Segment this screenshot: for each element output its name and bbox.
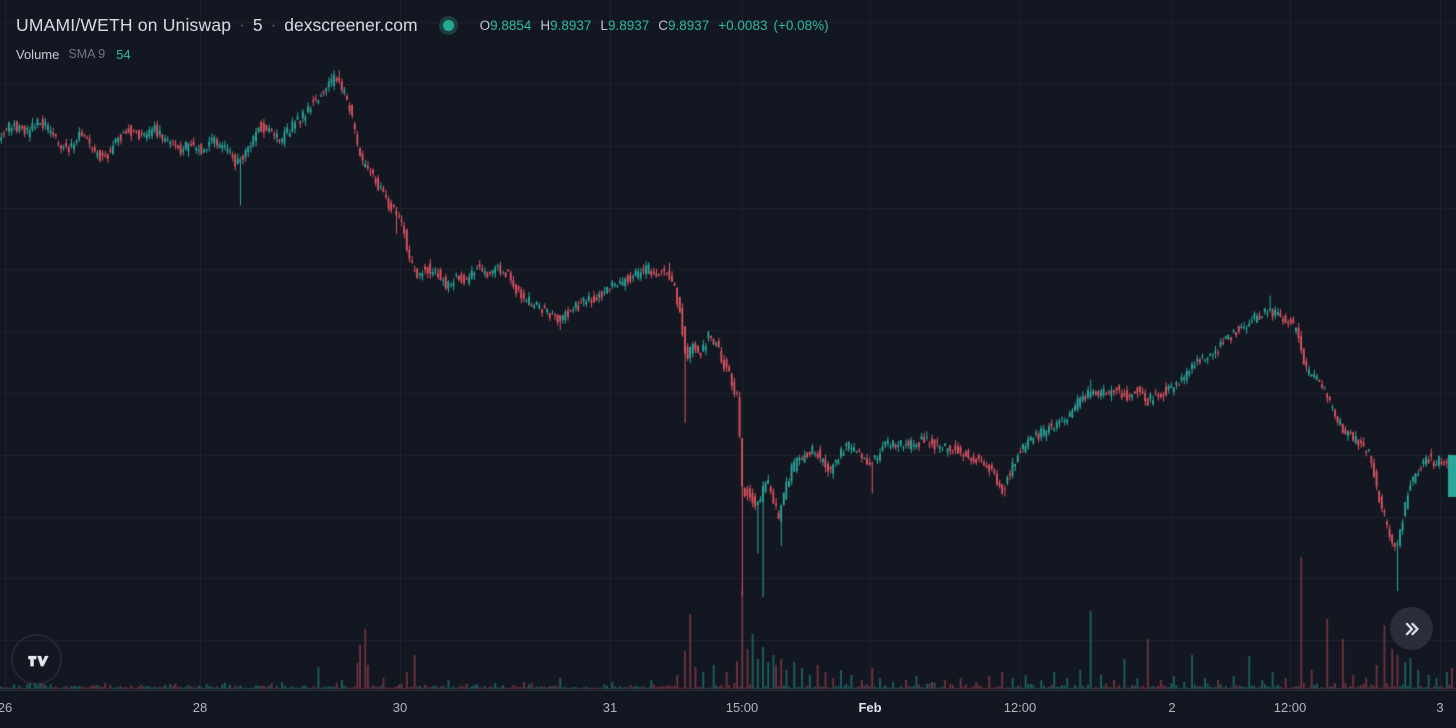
high-label: H <box>540 17 551 33</box>
time-axis-label: 2 <box>1168 700 1176 715</box>
symbol-title[interactable]: UMAMI/WETH on Uniswap <box>16 14 232 35</box>
time-axis-label: 12:00 <box>1003 700 1037 715</box>
ohlc-values: O9.8854 H9.8937 L9.8937 C9.8937 +0.0083 … <box>480 18 835 33</box>
time-axis-label: Feb <box>858 700 882 715</box>
time-axis-label: 28 <box>192 700 208 715</box>
time-axis-label: 3 <box>1436 700 1444 715</box>
close-value: 9.8937 <box>667 17 710 33</box>
volume-sma-label: SMA 9 <box>68 47 106 61</box>
interval-value[interactable]: 5 <box>252 14 263 35</box>
open-value: 9.8854 <box>490 17 532 33</box>
volume-label[interactable]: Volume <box>16 46 60 62</box>
market-status-dot-icon <box>438 15 458 35</box>
low-label: L <box>600 17 608 33</box>
high-value: 9.8937 <box>550 17 592 33</box>
symbol-legend-row: UMAMI/WETH on Uniswap · 5 · dexscreener.… <box>16 10 835 40</box>
volume-legend-row: Volume SMA 9 54 <box>16 44 835 64</box>
scroll-to-realtime-button[interactable] <box>1390 607 1433 650</box>
time-axis-label: 12:00 <box>1273 700 1307 715</box>
tradingview-logo[interactable] <box>11 634 62 685</box>
double-chevron-right-icon <box>1405 622 1419 635</box>
market-status-dot-core <box>442 19 454 31</box>
time-axis-label: 31 <box>602 700 618 715</box>
volume-sma-value: 54 <box>116 46 131 62</box>
time-axis-label: 30 <box>392 700 408 715</box>
open-label: O <box>479 17 491 33</box>
time-axis-label: 15:00 <box>725 700 759 715</box>
time-axis-label: 26 <box>0 700 13 715</box>
low-value: 9.8937 <box>607 17 650 33</box>
tradingview-logo-icon <box>27 655 49 666</box>
legend-separator: · <box>270 15 277 34</box>
chart-legend: UMAMI/WETH on Uniswap · 5 · dexscreener.… <box>16 10 835 64</box>
data-source-label[interactable]: dexscreener.com <box>284 14 418 35</box>
price-change: +0.0083 <box>718 17 768 33</box>
close-label: C <box>658 17 668 33</box>
time-axis[interactable]: 26 28 30 31 15:00 Feb 12:00 2 12:00 3 <box>0 690 1456 728</box>
legend-separator: · <box>239 15 245 34</box>
price-change-percent: (+0.08%) <box>773 17 829 33</box>
